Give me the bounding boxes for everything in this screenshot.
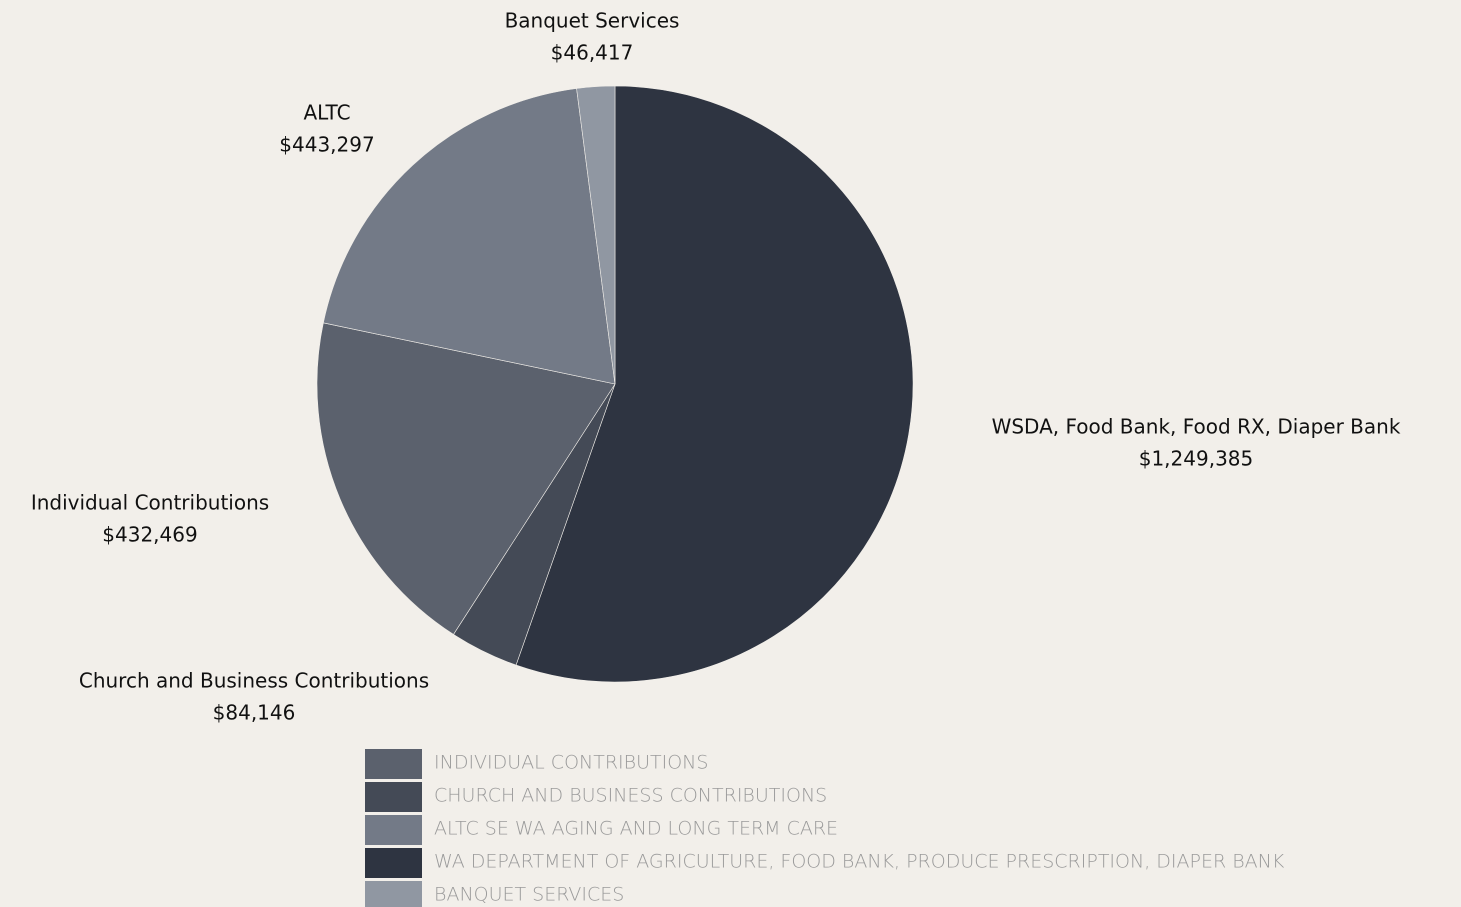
slice-value-label: $84,146 bbox=[213, 701, 296, 725]
legend-swatch bbox=[365, 749, 422, 779]
slice-label: WSDA, Food Bank, Food RX, Diaper Bank bbox=[992, 415, 1401, 439]
slice-label: ALTC bbox=[303, 101, 350, 125]
slice-label: Individual Contributions bbox=[31, 491, 269, 515]
legend-label: WA DEPARTMENT OF AGRICULTURE, FOOD BANK,… bbox=[434, 851, 1285, 873]
legend-label: BANQUET SERVICES bbox=[434, 884, 624, 906]
legend-swatch bbox=[365, 815, 422, 845]
legend-label: INDIVIDUAL CONTRIBUTIONS bbox=[434, 752, 708, 774]
slice-label: Banquet Services bbox=[505, 9, 680, 33]
legend-label: ALTC SE WA AGING AND LONG TERM CARE bbox=[434, 818, 838, 840]
legend-swatch bbox=[365, 848, 422, 878]
legend-swatch bbox=[365, 782, 422, 812]
legend-swatch bbox=[365, 881, 422, 907]
pie-slice bbox=[316, 322, 616, 635]
slice-value-label: $443,297 bbox=[279, 133, 374, 157]
pie-slice bbox=[576, 85, 616, 385]
legend-label: CHURCH AND BUSINESS CONTRIBUTIONS bbox=[434, 785, 827, 807]
slice-value-label: $432,469 bbox=[102, 523, 197, 547]
slice-value-label: $1,249,385 bbox=[1139, 447, 1254, 471]
slice-value-label: $46,417 bbox=[551, 41, 634, 65]
slice-label: Church and Business Contributions bbox=[79, 669, 429, 693]
pie-slice bbox=[322, 88, 616, 385]
